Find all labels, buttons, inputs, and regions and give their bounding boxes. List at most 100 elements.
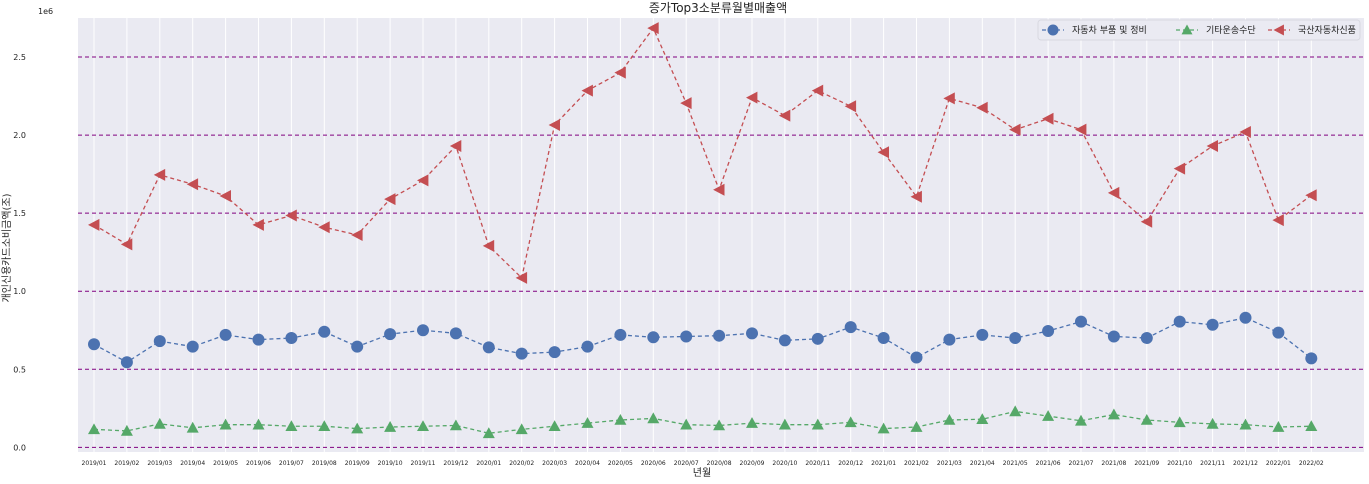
- x-tick-label: 2019/03: [147, 460, 172, 467]
- data-point: [219, 189, 231, 202]
- data-point: [778, 418, 791, 430]
- data-point: [482, 239, 495, 252]
- data-point: [449, 419, 462, 431]
- data-point: [482, 341, 495, 354]
- legend-label: 기타운송수단: [1206, 25, 1256, 36]
- x-tick-label: 2022/01: [1266, 460, 1291, 467]
- x-tick-label: 2021/05: [1003, 460, 1028, 467]
- data-point: [88, 338, 100, 351]
- y-tick-label: 0.5: [13, 365, 26, 374]
- data-point: [1107, 408, 1120, 420]
- data-point: [1173, 162, 1186, 175]
- data-point: [548, 118, 560, 131]
- data-point: [153, 335, 166, 348]
- data-point: [844, 100, 857, 113]
- data-point: [746, 327, 758, 340]
- data-point: [1140, 332, 1153, 345]
- x-tick-label: 2020/08: [707, 460, 732, 467]
- data-point: [1075, 315, 1087, 328]
- plot-background: [78, 18, 1364, 452]
- data-point: [120, 356, 133, 369]
- legend-marker: [1273, 24, 1284, 36]
- x-tick-label: 2020/04: [575, 460, 600, 467]
- data-point: [581, 84, 593, 97]
- data-point: [1206, 318, 1219, 331]
- data-point: [252, 333, 265, 346]
- data-point: [1239, 125, 1251, 138]
- data-point: [219, 328, 232, 341]
- data-point: [1107, 186, 1120, 199]
- x-tick-label: 2021/01: [871, 460, 896, 467]
- data-point: [351, 422, 364, 434]
- x-tick-label: 2020/11: [805, 460, 830, 467]
- data-point: [384, 193, 396, 206]
- data-point: [285, 332, 298, 345]
- legend-marker: [1047, 24, 1059, 36]
- data-point: [482, 427, 495, 439]
- y-tick-label: 2.5: [13, 53, 26, 62]
- x-tick-label: 2021/06: [1036, 460, 1061, 467]
- x-tick-label: 2020/03: [542, 460, 567, 467]
- data-point: [318, 420, 331, 432]
- data-point: [1173, 416, 1186, 428]
- data-point: [1173, 315, 1186, 328]
- x-tick-label: 2021/03: [937, 460, 962, 467]
- data-point: [647, 331, 660, 344]
- data-point: [1206, 140, 1218, 153]
- x-tick-label: 2021/12: [1233, 460, 1258, 467]
- series-3: [88, 22, 1317, 284]
- data-point: [746, 417, 758, 428]
- data-point: [1042, 410, 1055, 421]
- x-tick-label: 2019/05: [213, 460, 238, 467]
- series-2: [88, 405, 1318, 439]
- data-point: [219, 418, 232, 430]
- data-point: [1140, 413, 1153, 425]
- data-point: [1042, 325, 1055, 338]
- x-tick-label: 2021/09: [1134, 460, 1159, 467]
- y-tick-label: 1.5: [13, 209, 26, 218]
- data-point: [384, 328, 397, 341]
- x-tick-labels: 2019/01 2019/02 2019/03 2019/04 2019/05 2019/…: [82, 460, 1324, 467]
- data-point: [384, 421, 397, 432]
- data-point: [1272, 214, 1284, 227]
- data-point: [449, 140, 462, 153]
- y-tick-label: 1.0: [13, 287, 26, 296]
- data-point: [186, 340, 199, 353]
- data-point: [1009, 123, 1021, 136]
- x-tick-label: 2020/10: [772, 460, 797, 467]
- series-line: [93, 26, 1312, 280]
- data-point: [1305, 189, 1317, 202]
- data-point: [943, 333, 956, 346]
- legend: 자동차 부품 및 정비 기타운송수단 국산자동차신품: [1037, 19, 1361, 41]
- data-point: [1009, 332, 1022, 345]
- data-point: [581, 417, 594, 428]
- data-point: [351, 229, 363, 241]
- data-point: [548, 346, 561, 359]
- data-point: [88, 423, 100, 435]
- data-point: [746, 91, 758, 104]
- data-point: [680, 97, 692, 110]
- data-point: [351, 340, 364, 353]
- x-tick-label: 2019/04: [180, 460, 205, 467]
- data-point: [976, 101, 988, 114]
- data-point: [1206, 417, 1219, 429]
- data-point: [910, 190, 922, 203]
- vertical-grid: [93, 18, 1312, 452]
- data-point: [318, 221, 330, 234]
- data-point: [614, 413, 627, 425]
- data-point: [1140, 215, 1153, 228]
- data-point: [713, 183, 725, 196]
- data-point: [1239, 311, 1252, 324]
- x-tick-label: 2021/11: [1200, 460, 1225, 467]
- x-tick-label: 2019/07: [279, 460, 304, 467]
- series-line: [93, 410, 1312, 434]
- data-point: [811, 418, 824, 430]
- x-tick-label: 2019/11: [411, 460, 436, 467]
- data-point: [976, 328, 989, 341]
- data-point: [285, 209, 297, 222]
- y-offset-label: 1e6: [38, 7, 53, 16]
- x-tick-label: 2020/05: [608, 460, 633, 467]
- data-point: [778, 109, 791, 122]
- data-point: [1305, 352, 1318, 365]
